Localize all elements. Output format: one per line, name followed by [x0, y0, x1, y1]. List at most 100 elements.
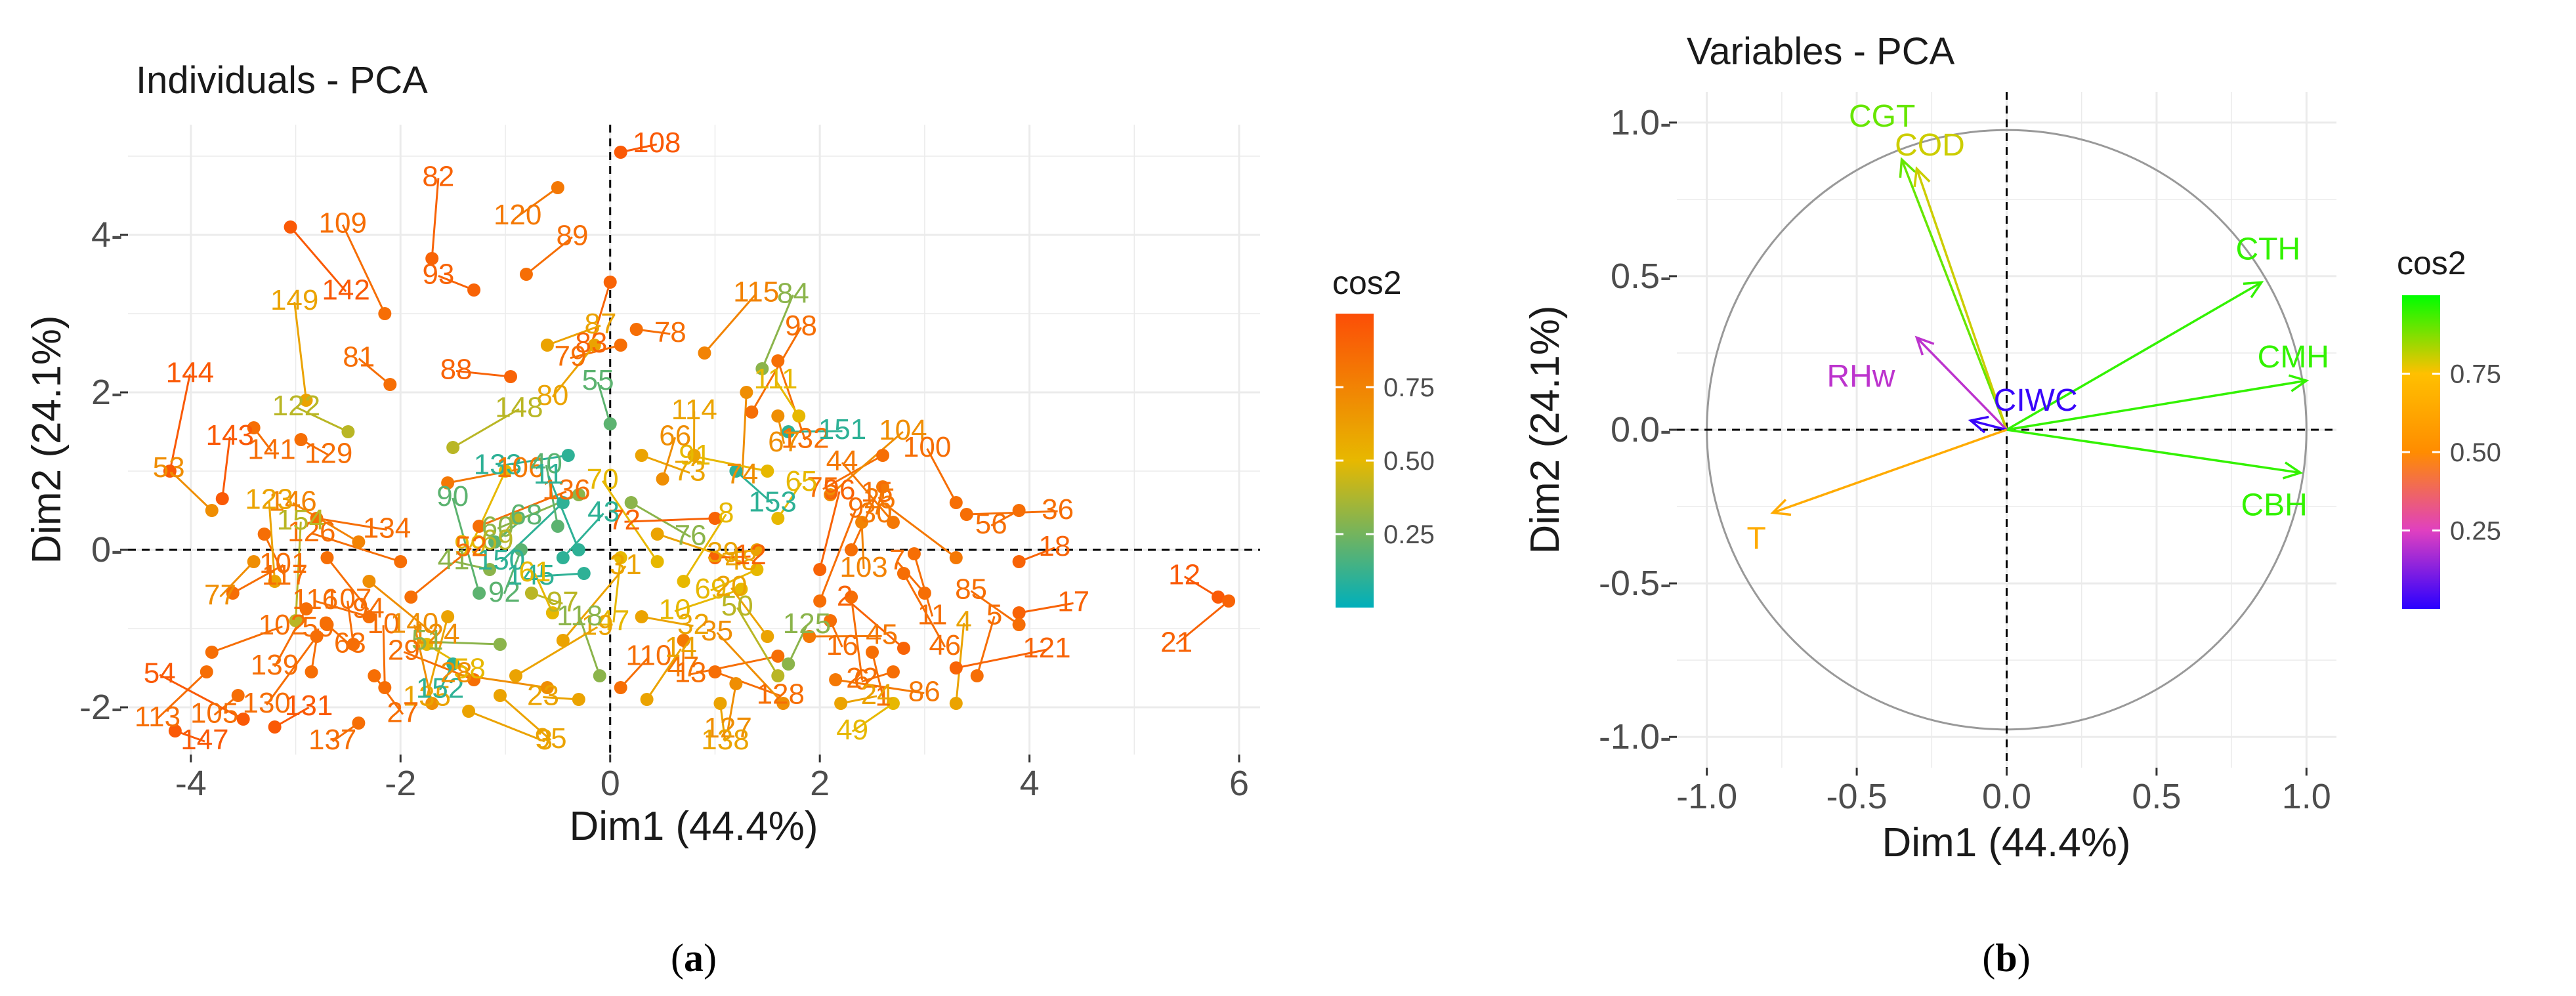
point-label: 91: [679, 439, 711, 471]
label-segment: [976, 615, 996, 676]
vector-arrow: [1772, 428, 2008, 514]
label-segment: [860, 522, 865, 570]
point-label: 147: [180, 724, 228, 756]
point-label: 82: [422, 160, 454, 192]
data-point: [729, 465, 743, 478]
label-segment: [735, 470, 774, 505]
data-point: [614, 146, 627, 159]
label-segment: [547, 324, 601, 346]
point-label: 139: [251, 649, 299, 681]
label-segment: [499, 694, 552, 741]
point-label: 129: [305, 437, 352, 469]
point-label: 11: [534, 458, 564, 490]
data-point: [524, 587, 538, 600]
point-label: 131: [285, 690, 333, 722]
data-point: [829, 673, 843, 686]
vector-arrow: [1970, 419, 2007, 431]
point-label: 14: [665, 631, 697, 663]
label-segment: [788, 430, 843, 433]
chart-b-legend: cos2 0.75 0.50 0.25: [2397, 245, 2501, 609]
point-label: 121: [1023, 632, 1070, 664]
label-segment: [851, 702, 894, 733]
data-point: [299, 602, 313, 615]
label-segment: [468, 710, 545, 743]
data-point: [771, 409, 785, 423]
data-point: [750, 563, 764, 576]
label-segment: [727, 683, 737, 730]
data-point: [970, 669, 984, 682]
label-segment: [871, 652, 885, 698]
vector-arrow: [1916, 337, 2008, 431]
chart-a-legend: cos2 0.75 0.50 0.25: [1332, 264, 1435, 608]
vector-arrow: [2006, 281, 2262, 431]
point-label: 9: [848, 491, 864, 524]
data-point: [446, 441, 460, 454]
label-segment: [704, 293, 757, 354]
point-label: 123: [245, 483, 293, 515]
data-point: [897, 567, 910, 580]
label-segment: [347, 600, 354, 645]
data-point: [729, 677, 743, 690]
point-label: 144: [166, 356, 214, 388]
vector-arrowhead: [1914, 335, 1935, 356]
data-point: [247, 555, 261, 568]
point-label: 27: [387, 697, 419, 729]
label-segment: [503, 549, 522, 594]
chart-b-x-axis-label: Dim1 (44.4%): [1882, 820, 2131, 865]
label-segment: [292, 502, 360, 543]
data-point: [614, 681, 627, 694]
data-point: [268, 720, 282, 734]
point-label: 143: [206, 419, 254, 451]
point-label: 146: [268, 485, 316, 517]
chart-a-caption: (a): [671, 936, 717, 980]
point-label: 53: [153, 451, 185, 484]
point-label: 24: [861, 678, 893, 711]
label-segment: [620, 656, 650, 689]
data-point: [713, 697, 727, 710]
data-point: [949, 661, 963, 674]
legend-tick-label: 0.75: [2450, 360, 2501, 389]
data-point: [494, 638, 507, 651]
label-segment: [850, 596, 864, 680]
data-point: [347, 638, 360, 651]
chart-a-points: [163, 146, 1236, 737]
data-point: [918, 587, 931, 600]
data-point: [572, 543, 585, 556]
data-point: [257, 528, 271, 541]
label-segment: [341, 224, 386, 314]
x-tick-label: 6: [1229, 764, 1249, 803]
data-point: [362, 575, 376, 588]
vector-arrowhead: [2243, 281, 2264, 299]
label-segment: [662, 436, 677, 480]
label-segment: [787, 625, 808, 665]
point-label: 66: [659, 419, 691, 451]
label-segment: [168, 468, 213, 512]
y-tick-label: 0.5-: [1611, 257, 1672, 296]
label-segment: [316, 517, 387, 531]
data-point: [231, 689, 245, 702]
point-label: 92: [488, 576, 520, 608]
data-point: [577, 567, 591, 580]
label-segment: [822, 454, 883, 490]
point-label: 127: [704, 712, 751, 744]
chart-a-ticks: -4 -2 0 2 4 6-2-0-2-4-: [79, 215, 1249, 803]
data-point: [635, 449, 648, 462]
point-label: 93: [422, 258, 454, 290]
data-point: [593, 669, 606, 682]
point-label: 105: [190, 697, 238, 730]
chart-a-label-segments: [156, 143, 1230, 743]
data-point: [776, 697, 790, 710]
point-label: 118: [557, 600, 602, 632]
point-label: 70: [587, 463, 619, 495]
point-label: 81: [343, 341, 375, 373]
data-point: [949, 697, 963, 710]
chart-b-vectors: [1770, 157, 2310, 516]
data-point: [551, 181, 564, 194]
point-label: 20: [715, 570, 748, 602]
point-label: 89: [556, 219, 588, 251]
point-label: 8: [718, 497, 734, 529]
point-label: 10: [659, 594, 691, 626]
point-label: 149: [270, 284, 318, 316]
point-label: 5: [986, 598, 1002, 631]
data-point: [834, 697, 848, 710]
